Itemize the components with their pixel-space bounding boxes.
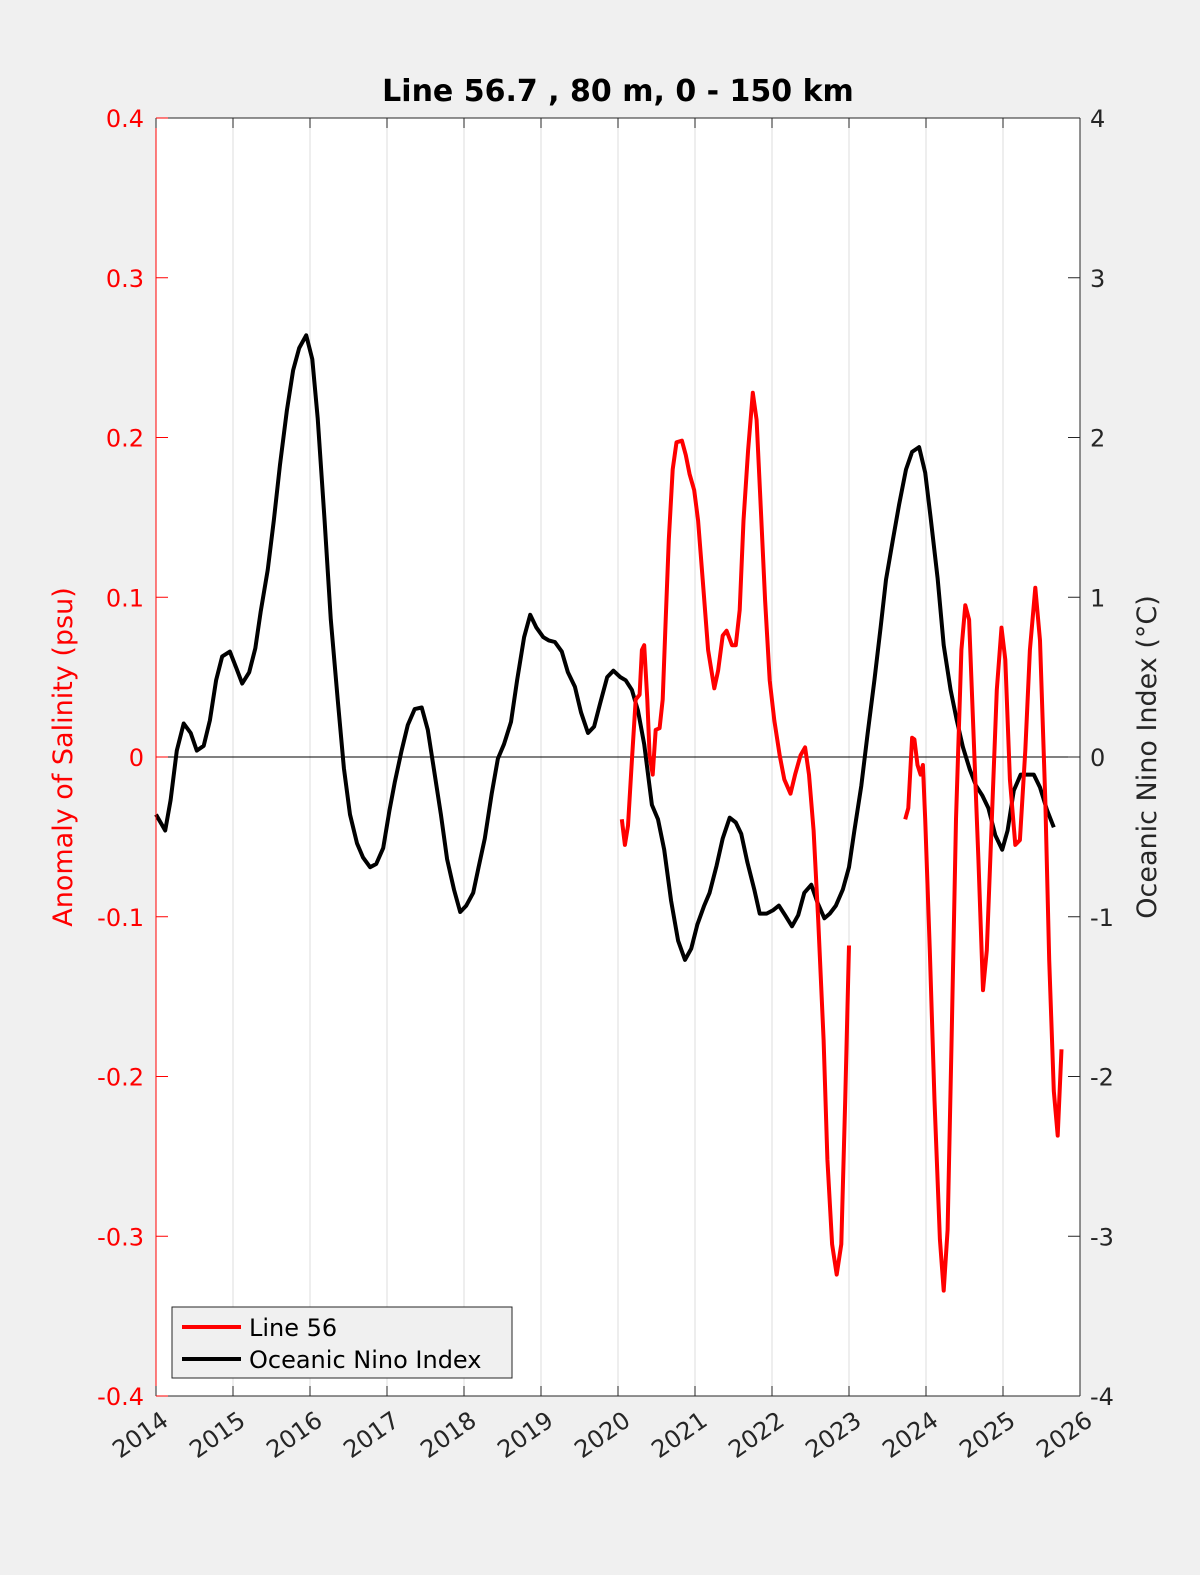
- y-tick-label-right: -2: [1090, 1064, 1114, 1092]
- x-tick-label: 2014: [107, 1406, 173, 1464]
- y-tick-label-left: 0.2: [106, 425, 144, 453]
- series-line56-segment-0: [619, 390, 851, 1277]
- series-oni-segment-0: [154, 333, 1056, 962]
- y-tick-label-right: -4: [1090, 1383, 1114, 1411]
- x-tick-label: 2016: [261, 1406, 327, 1464]
- y-tick-label-left: -0.3: [97, 1223, 144, 1251]
- y-tick-label-left: -0.1: [97, 904, 144, 932]
- y-tick-label-left: 0.1: [106, 584, 144, 612]
- x-tick-label: 2023: [800, 1406, 866, 1464]
- series-group: [154, 333, 1064, 1293]
- x-tick-label: 2021: [646, 1406, 712, 1464]
- x-tick-label: 2015: [184, 1406, 250, 1464]
- y-tick-label-left: -0.4: [97, 1383, 144, 1411]
- series-line56-segment-1: [903, 585, 1064, 1293]
- y-tick-label-left: 0: [129, 744, 144, 772]
- legend[interactable]: Line 56 Oceanic Nino Index: [171, 1306, 513, 1379]
- x-tick-label: 2024: [877, 1406, 943, 1464]
- chart-title: Line 56.7 , 80 m, 0 - 150 km: [382, 74, 854, 109]
- y-tick-label-right: 2: [1090, 425, 1105, 453]
- y-tick-label-left: 0.4: [106, 105, 144, 133]
- x-tick-label: 2026: [1031, 1406, 1097, 1464]
- y-tick-label-right: 1: [1090, 584, 1105, 612]
- x-tick-label: 2017: [338, 1406, 404, 1464]
- y-tick-label-left: 0.3: [106, 265, 144, 293]
- x-tick-label: 2025: [954, 1406, 1020, 1464]
- y-tick-label-right: 3: [1090, 265, 1105, 293]
- x-tick-label: 2022: [723, 1406, 789, 1464]
- x-tick-label: 2020: [569, 1406, 635, 1464]
- legend-label-oni: Oceanic Nino Index: [249, 1346, 481, 1374]
- legend-box: [171, 1306, 513, 1379]
- legend-label-line56: Line 56: [249, 1314, 337, 1342]
- y-tick-label-right: 0: [1090, 744, 1105, 772]
- x-tick-label: 2019: [492, 1406, 558, 1464]
- y-axis-label-right: Oceanic Nino Index (°C): [1132, 595, 1163, 919]
- y-tick-label-right: -3: [1090, 1223, 1114, 1251]
- y-tick-label-right: -1: [1090, 904, 1114, 932]
- y-tick-label-left: -0.2: [97, 1064, 144, 1092]
- y-tick-label-right: 4: [1090, 105, 1105, 133]
- y-axis-label-left: Anomaly of Salinity (psu): [48, 587, 79, 926]
- x-tick-label: 2018: [415, 1406, 481, 1464]
